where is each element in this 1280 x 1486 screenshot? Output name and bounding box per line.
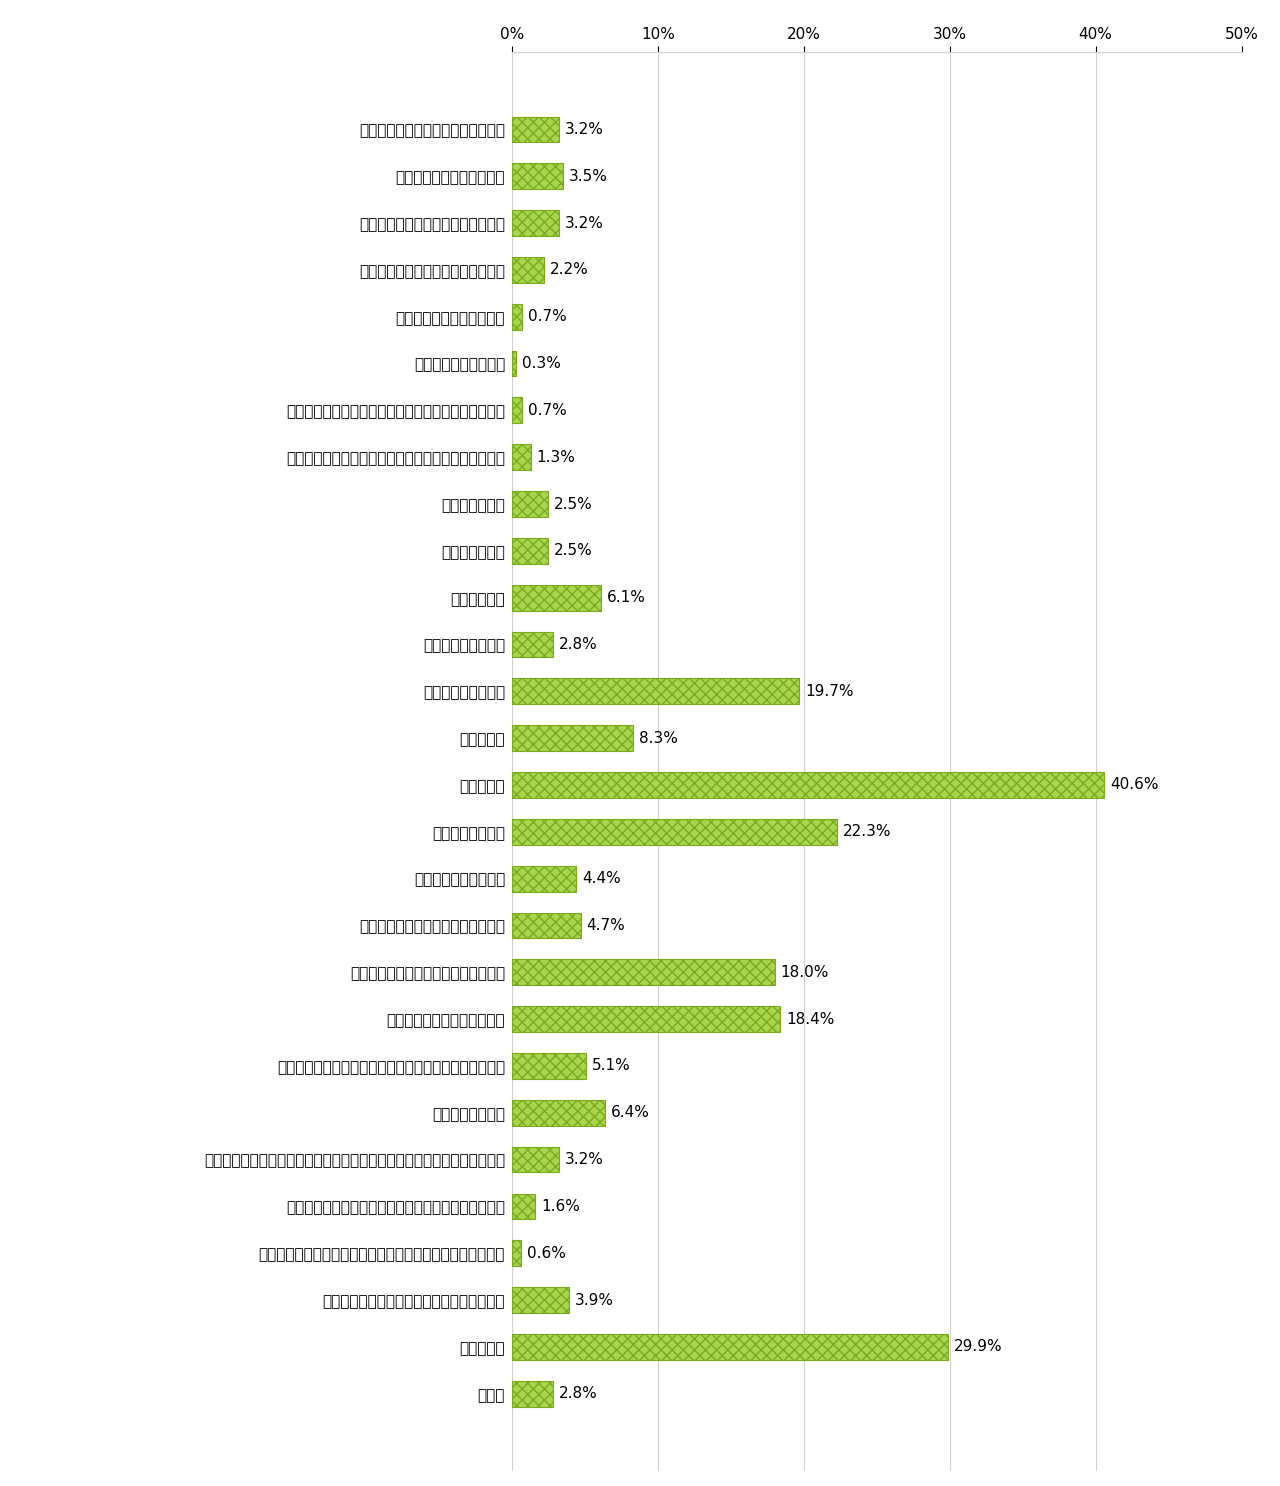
Text: 1.3%: 1.3% [536,450,576,465]
Bar [512,632,553,657]
Bar [512,679,800,704]
Text: 6.4%: 6.4% [612,1106,650,1120]
Bar [512,163,563,189]
Bar [512,1334,948,1360]
Text: 2.2%: 2.2% [550,263,589,278]
Bar [512,1287,568,1314]
Text: 0.7%: 0.7% [529,309,567,324]
Text: 0.3%: 0.3% [522,357,561,372]
Text: 2.8%: 2.8% [558,637,598,652]
Text: 40.6%: 40.6% [1110,777,1158,792]
Text: 3.2%: 3.2% [564,1152,603,1167]
Bar [512,538,549,563]
Bar [512,1100,605,1126]
Text: 3.5%: 3.5% [568,169,608,184]
Text: 2.8%: 2.8% [558,1386,598,1401]
Text: 6.1%: 6.1% [607,590,645,605]
Text: 18.4%: 18.4% [786,1012,835,1027]
Bar [512,303,522,330]
Bar [512,725,634,750]
Text: 3.2%: 3.2% [564,122,603,137]
Bar [512,585,602,611]
Bar [512,1147,558,1172]
Bar [512,960,774,985]
Bar [512,444,531,470]
Bar [512,397,522,424]
Text: 3.2%: 3.2% [564,215,603,230]
Bar [512,116,558,143]
Text: 19.7%: 19.7% [805,684,854,698]
Text: 22.3%: 22.3% [844,825,892,840]
Bar [512,866,576,892]
Text: 18.0%: 18.0% [781,964,829,979]
Bar [512,351,516,376]
Text: 8.3%: 8.3% [639,731,678,746]
Bar [512,492,549,517]
Bar [512,819,837,844]
Text: 4.7%: 4.7% [586,918,625,933]
Text: 2.5%: 2.5% [554,496,593,511]
Text: 0.7%: 0.7% [529,403,567,418]
Text: 2.5%: 2.5% [554,544,593,559]
Bar [512,1380,553,1407]
Bar [512,1193,535,1220]
Text: 1.6%: 1.6% [541,1199,580,1214]
Text: 3.9%: 3.9% [575,1293,613,1308]
Bar [512,773,1105,798]
Bar [512,1054,586,1079]
Text: 4.4%: 4.4% [582,871,621,886]
Text: 29.9%: 29.9% [954,1339,1002,1354]
Text: 5.1%: 5.1% [593,1058,631,1073]
Bar [512,1006,781,1031]
Bar [512,210,558,236]
Bar [512,257,544,282]
Text: 0.6%: 0.6% [526,1245,566,1260]
Bar [512,912,581,938]
Bar [512,1241,521,1266]
